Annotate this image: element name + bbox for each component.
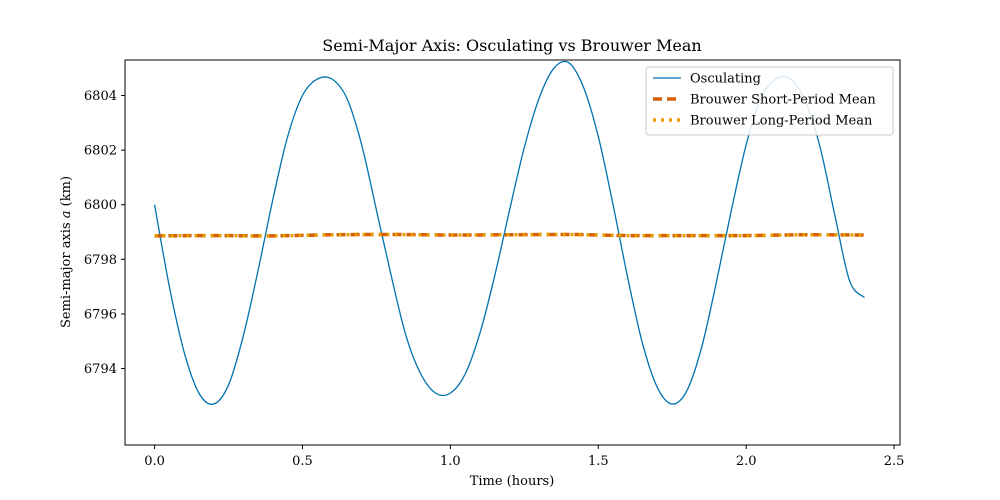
x-tick-label: 0.5 <box>292 454 313 469</box>
x-tick-label: 1.0 <box>440 454 461 469</box>
y-tick-label: 6800 <box>84 198 117 213</box>
chart-title: Semi-Major Axis: Osculating vs Brouwer M… <box>322 36 701 55</box>
y-tick-label: 6796 <box>84 307 117 322</box>
legend-box <box>645 66 894 136</box>
series-line-3 <box>154 232 865 238</box>
legend-label-1: Osculating <box>690 72 761 87</box>
y-axis-ticks: 6794 6796 6798 6800 6802 6804 <box>84 89 125 377</box>
x-tick-label: 1.5 <box>588 454 609 469</box>
x-tick-label: 2.5 <box>884 454 905 469</box>
series-layer <box>153 60 865 405</box>
legend-label-2: Brouwer Short-Period Mean <box>690 93 876 108</box>
x-tick-label: 0.0 <box>144 454 165 469</box>
y-tick-label: 6798 <box>84 253 117 268</box>
y-axis-label-suffix: (km) <box>59 176 74 210</box>
legend: Osculating Brouwer Short-Period Mean Brouw… <box>645 66 894 136</box>
y-axis-label-variable: a <box>59 210 74 218</box>
y-tick-label: 6794 <box>84 362 117 377</box>
series-line-1 <box>153 60 865 405</box>
x-tick-label: 2.0 <box>736 454 757 469</box>
y-axis-label-prefix: Semi-major axis <box>59 218 74 328</box>
x-axis-ticks: 0.0 0.5 1.0 1.5 2.0 2.5 <box>144 445 904 469</box>
y-tick-label: 6802 <box>84 144 117 159</box>
y-axis-label: Semi-major axis a (km) <box>59 176 74 328</box>
y-tick-label: 6804 <box>84 89 117 104</box>
legend-label-3: Brouwer Long-Period Mean <box>690 114 873 129</box>
x-axis-label: Time (hours) <box>470 474 555 489</box>
